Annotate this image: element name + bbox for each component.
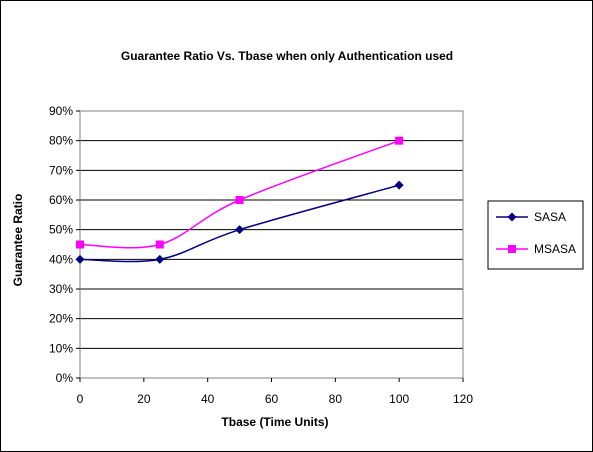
data-point-sasa <box>155 254 165 264</box>
y-tick-label: 40% <box>49 252 73 266</box>
x-tick-label: 40 <box>201 392 215 406</box>
y-tick-label: 50% <box>49 223 73 237</box>
data-point-sasa <box>394 180 404 190</box>
legend-marker-msasa <box>508 245 516 253</box>
x-tick-label: 60 <box>265 392 279 406</box>
legend: SASA MSASA <box>487 200 584 270</box>
plot-area-border <box>79 110 464 379</box>
legend-label-msasa: MSASA <box>534 242 576 256</box>
y-tick-label: 70% <box>49 163 73 177</box>
legend-marker-sasa <box>507 212 517 222</box>
y-tick-label: 90% <box>49 104 73 118</box>
x-axis-ticks: 0 20 40 60 80 100 120 <box>77 378 473 406</box>
data-point-msasa <box>235 196 244 204</box>
chart-title: Guarantee Ratio Vs. Tbase when only Auth… <box>121 49 453 63</box>
data-point-sasa <box>75 254 85 264</box>
x-tick-label: 20 <box>137 392 151 406</box>
data-point-msasa <box>76 240 84 249</box>
data-point-msasa <box>155 240 164 249</box>
series-line-sasa <box>79 184 400 263</box>
y-tick-label: 0% <box>56 371 74 385</box>
x-tick-label: 80 <box>329 392 343 406</box>
grid-lines <box>79 110 463 379</box>
series-line-msasa <box>79 139 400 249</box>
x-tick-label: 120 <box>453 392 473 406</box>
y-tick-label: 20% <box>49 312 73 326</box>
y-axis-label: Guarantee Ratio <box>11 194 25 287</box>
y-tick-label: 60% <box>49 193 73 207</box>
y-tick-label: 80% <box>49 134 73 148</box>
series-group <box>75 136 404 264</box>
legend-box <box>487 200 584 270</box>
x-tick-label: 0 <box>77 392 84 406</box>
y-tick-label: 10% <box>49 341 73 355</box>
x-tick-label: 100 <box>389 392 409 406</box>
data-point-sasa <box>235 225 245 235</box>
legend-label-sasa: SASA <box>534 210 566 224</box>
x-axis-label: Tbase (Time Units) <box>221 415 328 429</box>
y-tick-label: 30% <box>49 282 73 296</box>
y-axis-ticks: 0% 10% 20% 30% 40% 50% 60% 70% 80% 90% <box>49 104 80 385</box>
data-point-msasa <box>395 136 404 145</box>
